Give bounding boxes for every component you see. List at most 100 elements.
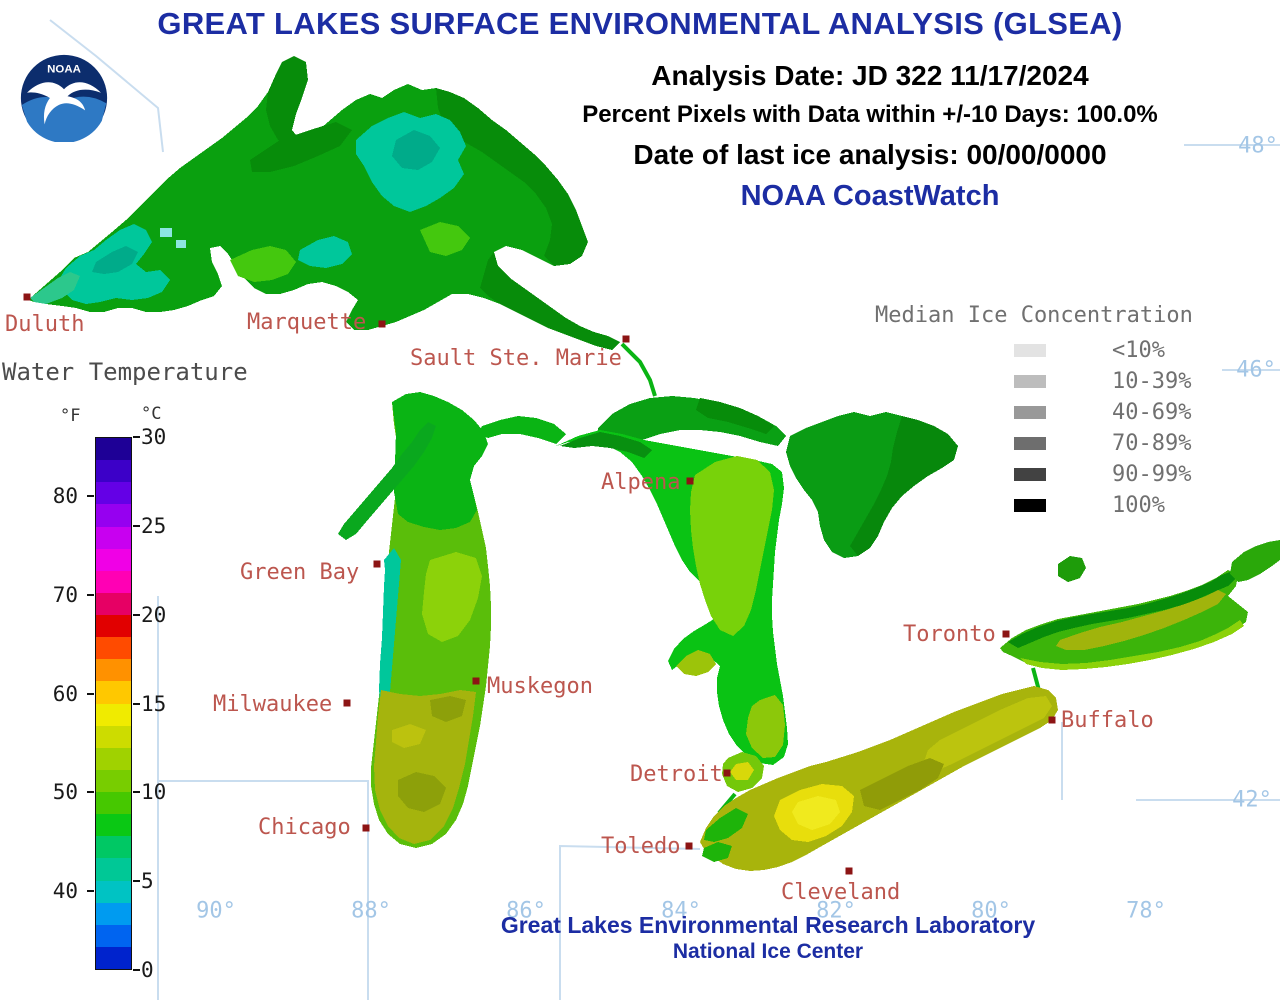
noaa-logo-graphic: NOAA	[20, 54, 108, 143]
lake-huron-patch	[746, 695, 785, 758]
graticule-label: 90°	[196, 898, 236, 924]
city-marker-duluth	[23, 293, 31, 301]
lake-superior-patch	[392, 130, 440, 170]
temp-colorbar	[95, 437, 132, 970]
ice-legend-title: Median Ice Concentration	[875, 303, 1193, 328]
city-marker-muskegon	[472, 677, 480, 685]
tick-mark	[133, 613, 140, 616]
north-channel-patch	[696, 398, 774, 434]
city-marker-detroit	[723, 769, 731, 777]
georgian-bay-patch	[850, 416, 958, 556]
city-marker-green-bay	[373, 560, 381, 568]
ice-legend-row: 70-89%	[1014, 431, 1191, 456]
ice-concentration-label: 70-89%	[1112, 431, 1192, 456]
saginaw-bay-patch	[676, 650, 716, 676]
city-label-muskegon: Muskegon	[487, 674, 593, 699]
fahrenheit-tick: 40	[52, 879, 78, 904]
city-label-marquette: Marquette	[247, 310, 367, 335]
fahrenheit-unit-label: °F	[60, 406, 81, 426]
city-label-sault-ste-marie: Sault Ste. Marie	[410, 346, 622, 371]
ice-concentration-swatch	[1014, 406, 1046, 419]
ice-legend-rows: <10% 10-39% 40-69% 70-89% 90-99% 100%	[1014, 338, 1191, 530]
city-label-detroit: Detroit	[630, 762, 723, 787]
lake-superior-patch	[160, 228, 172, 237]
temp-color-segment	[96, 858, 131, 881]
graticule-label: 84°	[661, 898, 701, 924]
temp-color-segment	[96, 548, 131, 571]
lake-superior-patch	[30, 272, 80, 304]
celsius-tick: 30	[141, 425, 167, 449]
lake-erie-patch	[792, 796, 840, 830]
temp-color-segment	[96, 792, 131, 815]
graticule-label: 78°	[1126, 898, 1166, 924]
city-marker-marquette	[378, 320, 386, 328]
temp-color-segment	[96, 769, 131, 792]
lake-michigan-patch	[392, 392, 488, 530]
graticule-label: 80°	[971, 898, 1011, 924]
lake-ontario-patch	[1056, 590, 1226, 650]
water-temp-legend-title: Water Temperature	[2, 358, 248, 386]
lake-superior-patch	[176, 240, 186, 248]
city-marker-buffalo	[1048, 716, 1056, 724]
lake-michigan-patch	[422, 552, 482, 642]
lake-superior-patch	[250, 122, 352, 172]
tick-mark	[133, 791, 140, 794]
temp-color-segment	[96, 438, 131, 461]
ice-concentration-swatch	[1014, 499, 1046, 512]
lake-superior-patch	[436, 88, 588, 266]
graticule-label: 42°	[1232, 787, 1272, 813]
lake-michigan-patch	[379, 548, 401, 718]
lake-simcoe	[1058, 556, 1086, 582]
lake-huron-patch	[690, 456, 774, 636]
celsius-tick: 10	[141, 780, 167, 805]
footer-lab-name: Great Lakes Environmental Research Labor…	[500, 912, 1036, 938]
temp-color-segment	[96, 504, 131, 527]
city-marker-milwaukee	[343, 699, 351, 707]
ice-concentration-label: <10%	[1112, 338, 1165, 363]
tick-mark	[133, 436, 140, 438]
temp-color-segment	[96, 659, 131, 682]
lake-michigan-patch	[398, 772, 446, 812]
noaa-logo: NOAA	[20, 54, 108, 143]
coastwatch-label: NOAA CoastWatch	[740, 180, 1000, 212]
lake-michigan-patch	[430, 696, 466, 722]
lake-erie-patch	[924, 696, 1052, 772]
temp-color-segment	[96, 460, 131, 483]
city-label-buffalo: Buffalo	[1061, 708, 1154, 733]
lake-superior-patch	[420, 222, 470, 256]
seagull-icon	[27, 82, 101, 125]
lake-ontario-patch	[1008, 572, 1236, 648]
green-bay-arm	[338, 422, 436, 540]
celsius-tick: 0	[141, 958, 154, 982]
city-label-toledo: Toledo	[601, 834, 681, 859]
lake-huron-patch	[560, 432, 652, 458]
tick-mark	[87, 495, 94, 498]
temp-color-segment	[96, 924, 131, 947]
graticule-label: 88°	[351, 898, 391, 924]
tick-mark	[133, 524, 140, 527]
temp-scale-overlay: 30 25 20 15 10 5 0 80 70 60 50 40	[0, 425, 220, 982]
ice-concentration-swatch	[1014, 344, 1046, 357]
city-label-chicago: Chicago	[258, 815, 351, 840]
celsius-tick: 15	[141, 691, 167, 716]
ice-legend-row: 40-69%	[1014, 400, 1191, 425]
ice-concentration-label: 40-69%	[1112, 400, 1192, 425]
state-boundaries	[49, 19, 1280, 1000]
temp-color-segment	[96, 902, 131, 925]
tick-mark	[133, 969, 140, 971]
ice-legend-row: 90-99%	[1014, 462, 1191, 487]
temp-color-segment	[96, 592, 131, 615]
percent-pixels-line: Percent Pixels with Data within +/-10 Da…	[582, 101, 1158, 128]
city-label-green-bay: Green Bay	[240, 560, 360, 585]
lake-st-clair-patch	[730, 762, 754, 780]
ice-concentration-swatch	[1014, 437, 1046, 450]
city-label-cleveland: Cleveland	[781, 880, 901, 905]
graticule-label: 82°	[816, 898, 856, 924]
ice-legend-row: 10-39%	[1014, 369, 1191, 394]
ice-legend-row: <10%	[1014, 338, 1191, 363]
lake-erie-patch	[702, 842, 732, 862]
city-label-toronto: Toronto	[903, 622, 996, 647]
celsius-tick: 5	[141, 869, 154, 894]
